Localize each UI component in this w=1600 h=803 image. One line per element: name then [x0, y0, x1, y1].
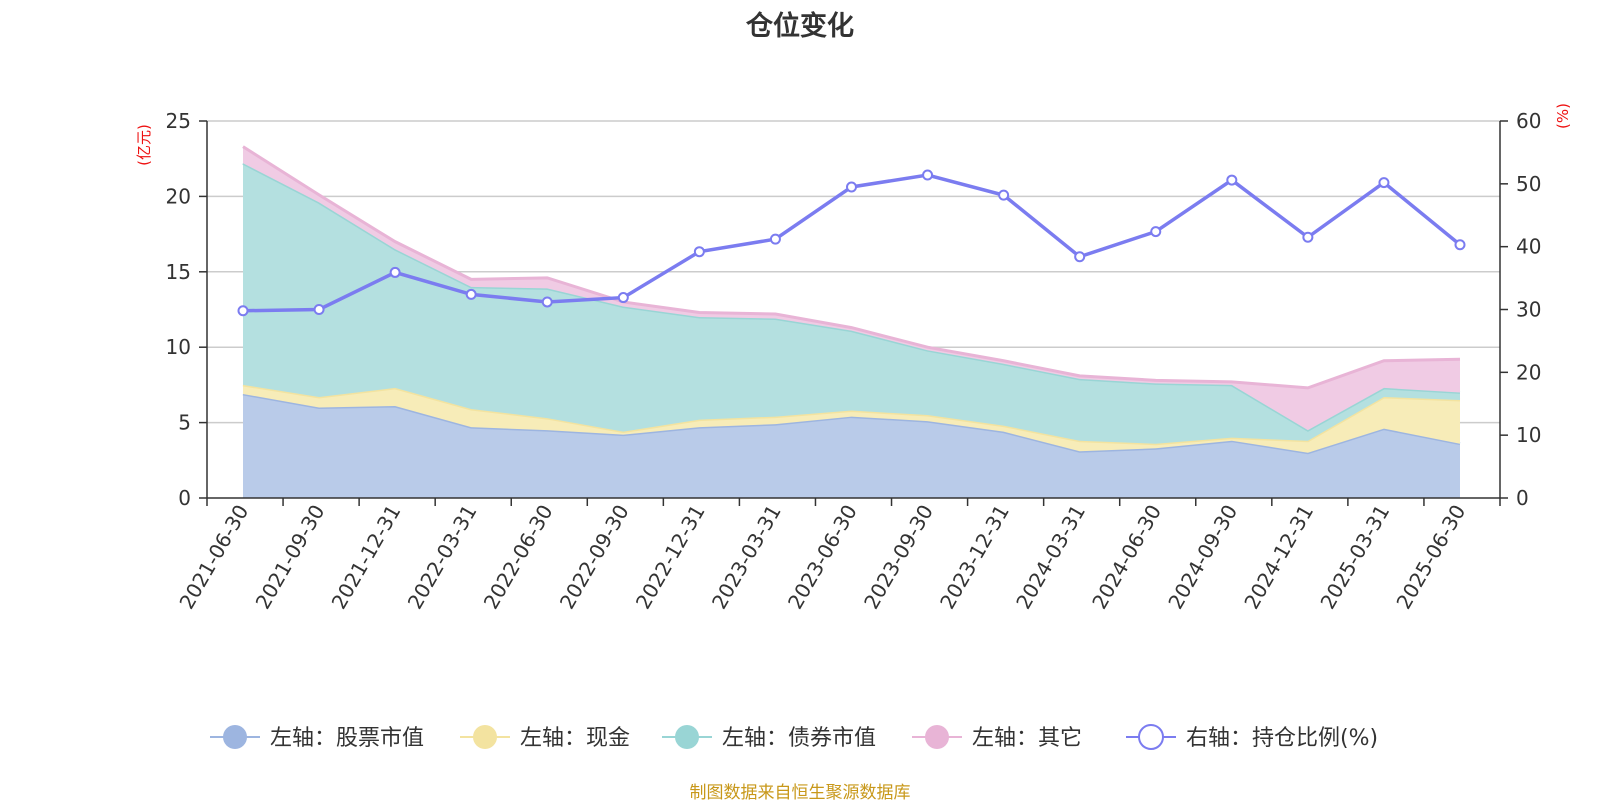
- legend-marker-icon: [675, 725, 699, 749]
- x-tick-label: 2025-03-31: [1315, 501, 1394, 614]
- ratio-point: [1074, 251, 1086, 263]
- ratio-point: [541, 296, 553, 308]
- x-tick-label: 2023-03-31: [707, 501, 786, 614]
- area-series-4: [243, 146, 1460, 431]
- legend-item-3: 左轴：债券市值: [662, 725, 876, 751]
- legend-marker-icon: [223, 725, 247, 749]
- ratio-point: [1150, 226, 1162, 238]
- area-series-1: [243, 393, 1460, 498]
- ratio-point: [313, 304, 325, 315]
- x-tick-label: 2023-09-30: [859, 501, 938, 614]
- ratio-line: [237, 169, 1466, 317]
- x-tick-label: 2022-09-30: [555, 501, 634, 614]
- x-tick-label: 2024-06-30: [1087, 501, 1166, 614]
- chart-title: 仓位变化: [746, 11, 854, 42]
- x-tick-label: 2025-06-30: [1391, 501, 1470, 614]
- ratio-point: [237, 305, 249, 317]
- legend-item-4: 左轴：其它: [912, 725, 1082, 751]
- stacked-areas: [242, 145, 1461, 498]
- right-tick-label: 10: [1516, 423, 1541, 447]
- left-tick-label: 10: [166, 335, 191, 359]
- legend-item-1: 左轴：股票市值: [210, 725, 424, 751]
- right-tick-label: 40: [1516, 235, 1541, 259]
- right-tick-label: 0: [1516, 486, 1529, 510]
- area-edge-series-4: [242, 145, 1461, 390]
- x-tick-label: 2022-06-30: [479, 501, 558, 614]
- legend-label: 右轴：持仓比例(%): [1186, 726, 1378, 751]
- legend-label: 左轴：股票市值: [270, 726, 424, 751]
- left-tick-label: 0: [178, 486, 191, 510]
- x-tick-label: 2024-12-31: [1239, 501, 1318, 614]
- left-tick-label: 15: [166, 260, 191, 284]
- ratio-point: [693, 246, 705, 258]
- left-tick-label: 5: [178, 411, 191, 435]
- legend-marker-icon: [925, 725, 949, 749]
- legend: 左轴：股票市值 左轴：现金 左轴：债券市值 左轴：其它 右轴：持仓比例(%): [210, 724, 1378, 751]
- ratio-point: [846, 181, 857, 193]
- ratio-point: [1302, 231, 1314, 243]
- right-tick-label: 20: [1516, 360, 1541, 384]
- x-tick-label: 2021-09-30: [250, 501, 329, 614]
- left-axis-unit: (亿元): [135, 124, 153, 166]
- x-tick-label: 2022-12-31: [631, 501, 710, 614]
- right-tick-label: 30: [1516, 298, 1541, 322]
- right-tick-label: 50: [1516, 172, 1541, 196]
- x-tick-label: 2022-03-31: [403, 501, 482, 614]
- ratio-point: [389, 266, 401, 278]
- x-tick-label: 2021-12-31: [327, 501, 406, 614]
- legend-item-2: 左轴：现金: [460, 725, 630, 751]
- ratio-point: [922, 169, 934, 181]
- left-tick-label: 25: [166, 109, 191, 133]
- x-tick-label: 2024-03-31: [1011, 501, 1090, 614]
- legend-label: 左轴：现金: [520, 726, 630, 751]
- x-tick-label: 2021-06-30: [174, 501, 253, 614]
- right-axis-unit: (%): [1554, 103, 1572, 129]
- legend-label: 左轴：其它: [972, 726, 1082, 751]
- right-tick-label: 60: [1516, 109, 1541, 133]
- ratio-point: [1378, 177, 1390, 189]
- ratio-point: [1226, 174, 1238, 186]
- left-tick-label: 20: [166, 184, 191, 208]
- ratio-point: [1454, 239, 1466, 251]
- ratio-point: [998, 189, 1010, 201]
- data-source-note: 制图数据来自恒生聚源数据库: [689, 783, 911, 803]
- x-tick-label: 2023-06-30: [783, 501, 862, 614]
- x-tick-label: 2024-09-30: [1163, 501, 1242, 614]
- legend-label: 左轴：债券市值: [722, 726, 876, 751]
- area-series-3: [243, 163, 1460, 444]
- x-tick-label: 2023-12-31: [935, 501, 1014, 614]
- ratio-point: [617, 292, 629, 304]
- ratio-point: [465, 288, 477, 300]
- legend-marker-icon: [1138, 724, 1164, 750]
- legend-marker-icon: [473, 725, 497, 749]
- legend-item-5: 右轴：持仓比例(%): [1126, 724, 1378, 751]
- ratio-point: [769, 233, 781, 245]
